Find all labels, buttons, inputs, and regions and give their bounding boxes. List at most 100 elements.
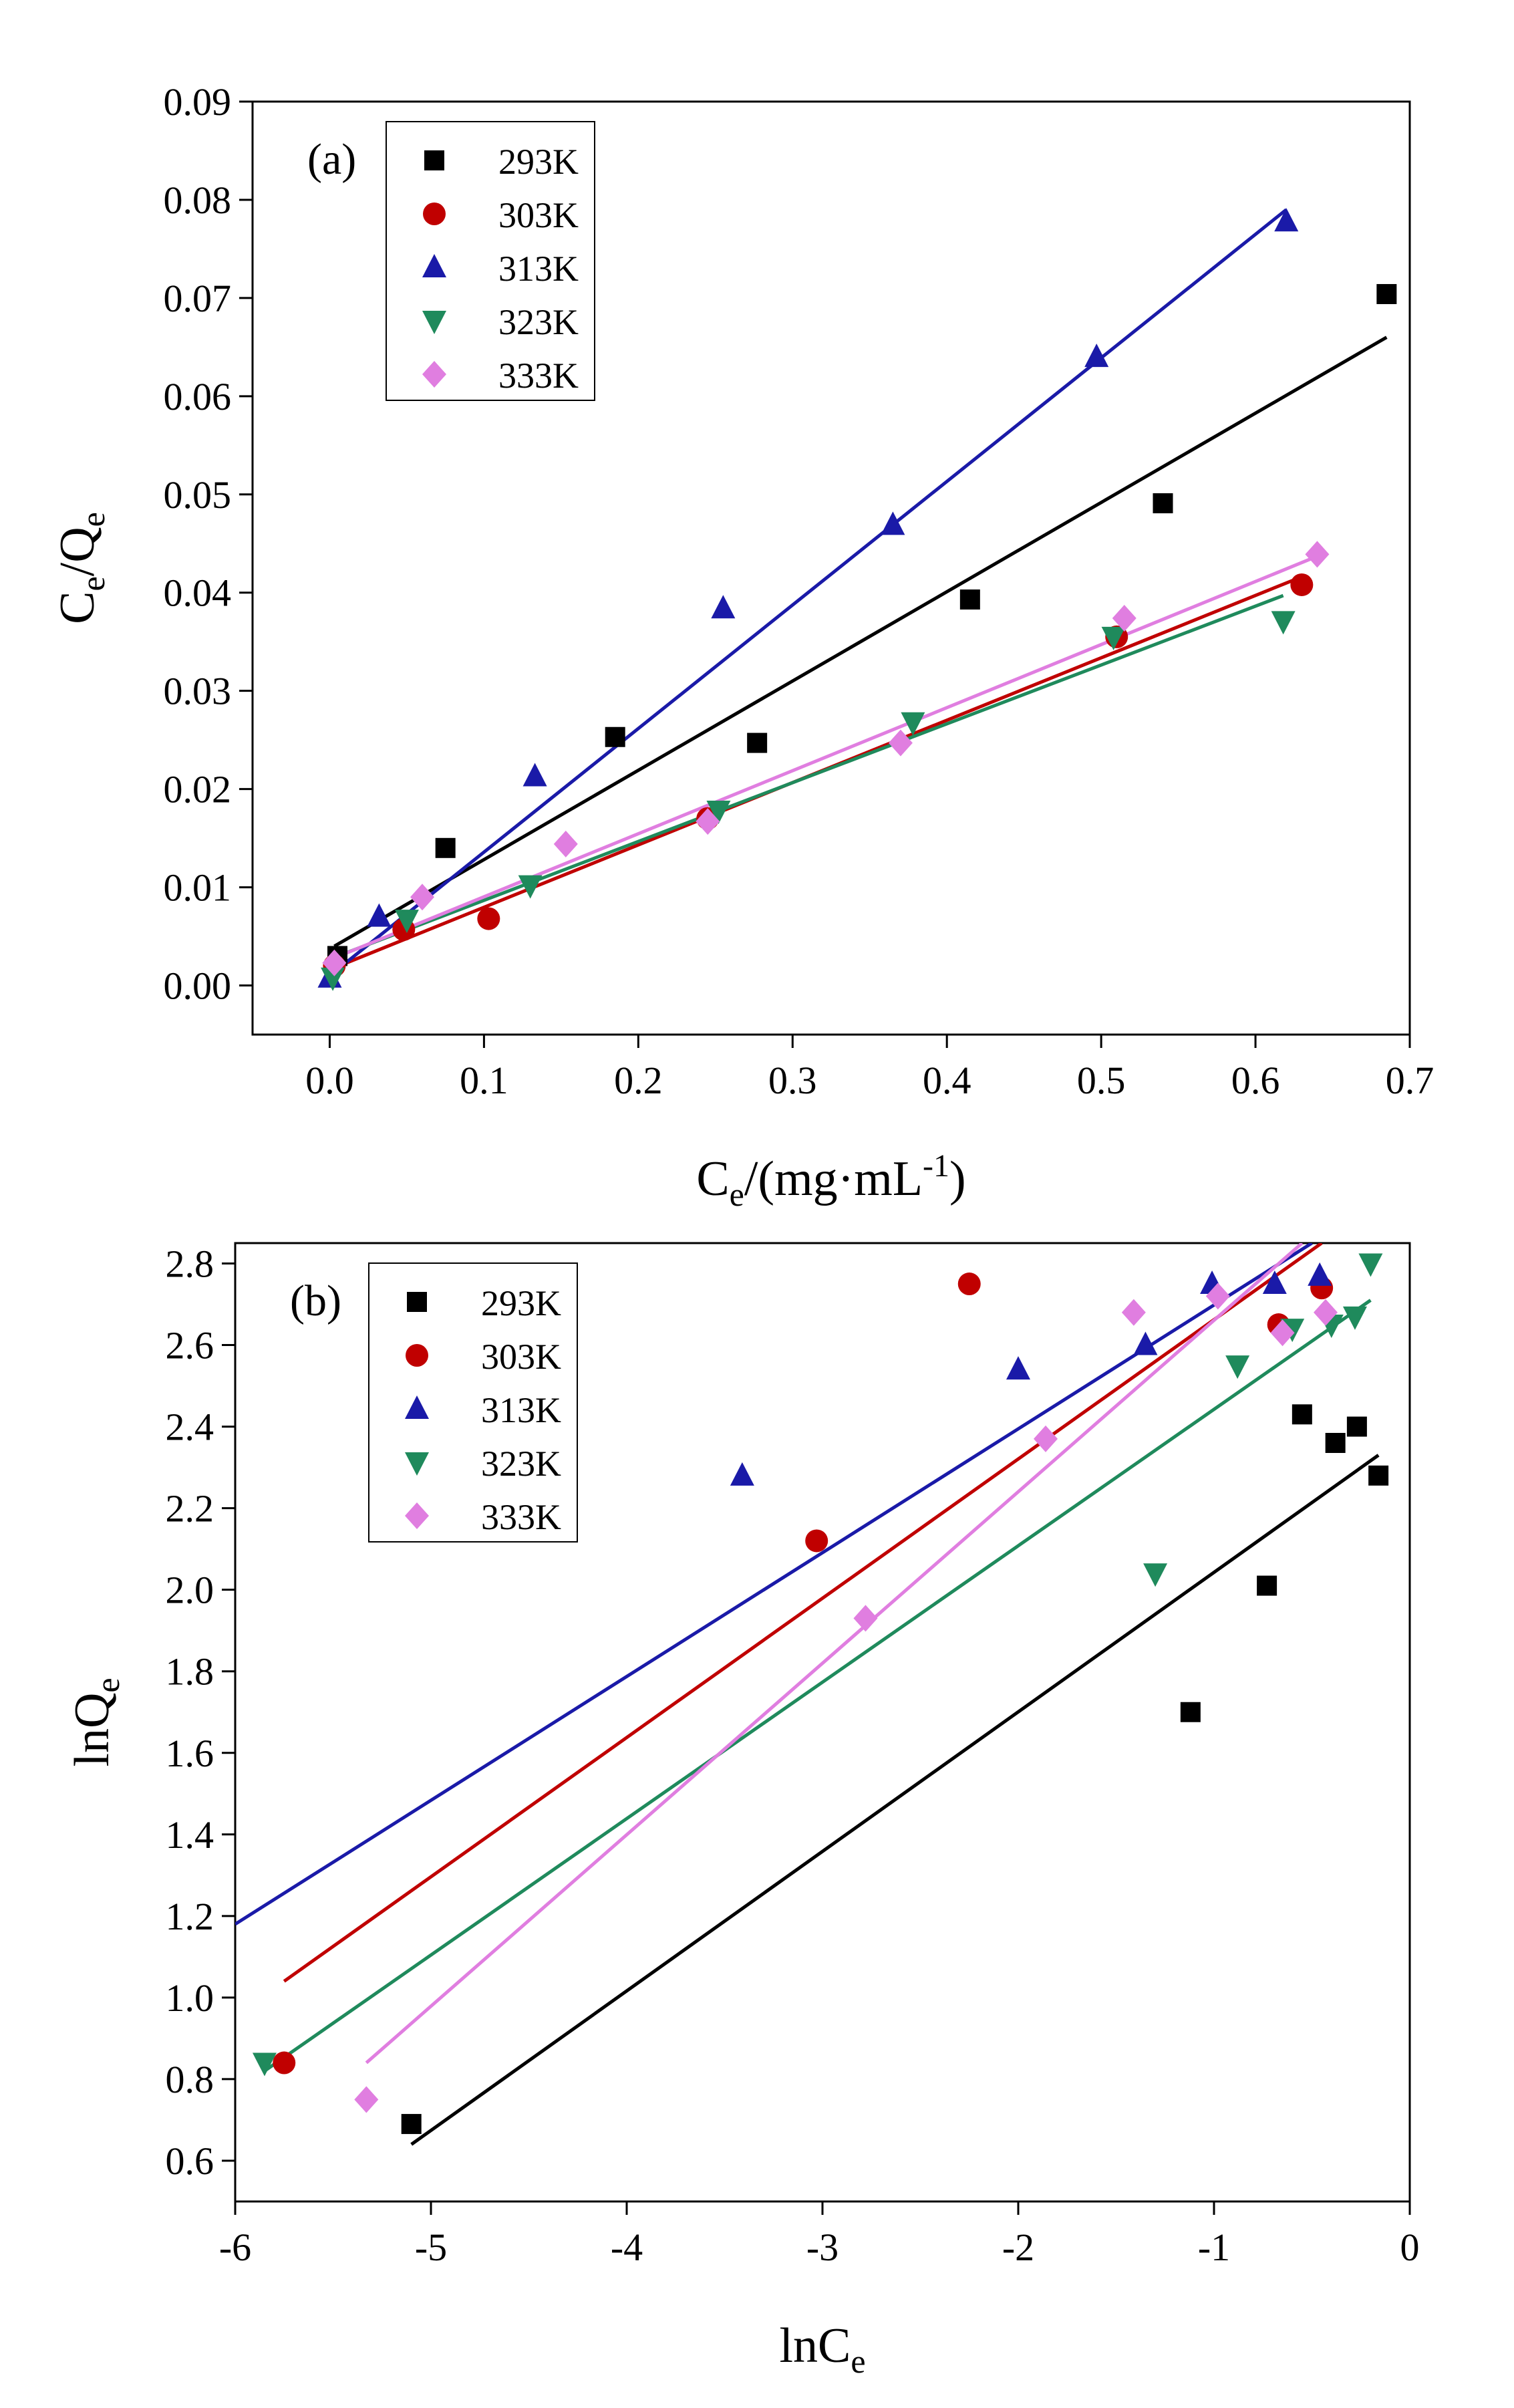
data-point-323K (1342, 1306, 1367, 1330)
x-tick-label: 0.5 (1077, 1059, 1126, 1102)
y-tick-label: 0.03 (164, 670, 232, 713)
legend-marker-333K (405, 1502, 429, 1529)
legend: 293K 303K 313K 323K 333K (368, 1262, 578, 1543)
fit-line-323K (332, 593, 1284, 960)
y-tick-label: 0.04 (164, 571, 232, 615)
data-point-323K (252, 2052, 277, 2077)
fit-line-293K (410, 1454, 1380, 2146)
data-point-293K (1325, 1433, 1346, 1454)
y-tick-label: 1.6 (166, 1732, 214, 1775)
data-point-293K (1257, 1575, 1277, 1596)
data-point-333K (1314, 1299, 1338, 1326)
data-point-293K (747, 732, 768, 753)
x-tick-label: 0.4 (923, 1059, 971, 1102)
legend-marker-313K (422, 254, 446, 277)
y-tick-label: 2.0 (166, 1569, 214, 1612)
y-tick-label: 1.4 (166, 1813, 214, 1857)
data-point-303K (1290, 573, 1314, 596)
legend-marker-293K (407, 1292, 427, 1312)
chart-panel-a: 0.0 0.1 0.2 0.3 0.4 0.5 0.6 0.7 0.00 0.01 0.02 0.03… (50, 80, 1434, 1213)
y-tick-label: 0.09 (164, 80, 232, 124)
fit-lines (235, 1243, 1380, 2146)
data-point-333K (696, 808, 720, 835)
data-points (252, 1253, 1389, 2135)
x-tick-label: -2 (1002, 2226, 1034, 2269)
fit-line-293K (333, 336, 1388, 948)
legend: 293K 303K 313K 323K 333K (386, 121, 595, 401)
x-tick-label: -4 (611, 2226, 643, 2269)
data-point-333K (410, 884, 435, 911)
data-point-303K (477, 907, 500, 930)
data-point-303K (957, 1273, 981, 1296)
data-points (317, 208, 1397, 991)
data-point-333K (1121, 1299, 1146, 1326)
plot-frame (251, 100, 1411, 1036)
y-tick-label: 2.6 (166, 1324, 214, 1367)
data-point-323K (321, 967, 345, 991)
legend-label-333K: 333K (481, 1497, 561, 1537)
x-tick-label: 0.6 (1231, 1059, 1280, 1102)
data-point-293K (605, 726, 625, 747)
legend-label-323K: 323K (498, 302, 579, 342)
data-point-293K (1292, 1404, 1312, 1425)
legend-marker-313K (405, 1395, 429, 1419)
data-point-333K (1205, 1283, 1230, 1310)
fit-line-333K (333, 555, 1318, 960)
legend-marker-293K (424, 150, 444, 170)
legend-label-303K: 303K (481, 1337, 561, 1377)
x-tick-label: 0.1 (460, 1059, 508, 1102)
fit-line-323K (263, 1299, 1372, 2072)
x-tick-label: -1 (1198, 2226, 1230, 2269)
y-tick-label: 2.4 (166, 1406, 214, 1449)
data-point-293K (1346, 1416, 1367, 1437)
y-tick-label: 2.2 (166, 1487, 214, 1530)
legend-label-293K: 293K (498, 142, 579, 182)
x-tick-label: 0 (1400, 2226, 1420, 2269)
data-point-313K (1308, 1262, 1332, 1286)
data-point-313K (730, 1462, 754, 1486)
y-tick-label: 0.6 (166, 2139, 214, 2183)
x-tick-label: -6 (219, 2226, 251, 2269)
data-point-313K (1006, 1356, 1030, 1380)
x-axis-title: Ce/(mg·mL-1) (696, 1148, 965, 1213)
data-point-333K (853, 1605, 878, 1632)
data-point-323K (1143, 1563, 1168, 1587)
y-tick-label: 0.06 (164, 375, 232, 418)
data-point-323K (901, 712, 925, 736)
legend-marker-323K (405, 1452, 429, 1476)
data-point-313K (1262, 1270, 1287, 1295)
data-point-293K (435, 837, 456, 858)
fit-line-313K (235, 1243, 1313, 1926)
y-tick-label: 0.00 (164, 964, 232, 1008)
legend-label-313K: 313K (481, 1390, 561, 1430)
data-point-333K (1034, 1425, 1058, 1452)
y-tick-label: 0.07 (164, 277, 232, 320)
data-point-333K (1112, 604, 1137, 632)
y-axis-title: Ce/Qe (50, 512, 112, 624)
data-point-293K (401, 2114, 422, 2135)
data-point-293K (1376, 284, 1397, 305)
x-tick-label: 0.2 (614, 1059, 663, 1102)
y-tick-label: 0.8 (166, 2058, 214, 2101)
data-point-293K (959, 589, 980, 610)
data-point-313K (711, 595, 736, 619)
panel-label: (a) (307, 135, 356, 184)
data-point-313K (881, 511, 905, 535)
legend-label-293K: 293K (481, 1283, 561, 1323)
data-point-333K (1305, 541, 1330, 568)
legend-box (386, 121, 595, 401)
data-point-293K (1368, 1465, 1389, 1486)
y-tick-label: 0.05 (164, 473, 232, 517)
fit-line-303K (283, 1243, 1323, 1983)
x-tick-label: -3 (806, 2226, 839, 2269)
data-point-333K (1270, 1319, 1295, 1347)
data-point-323K (1225, 1355, 1250, 1379)
legend-label-303K: 303K (498, 195, 579, 235)
data-point-323K (518, 875, 543, 899)
fit-line-333K (365, 1243, 1304, 2064)
data-point-303K (805, 1529, 828, 1553)
data-point-313K (522, 763, 547, 787)
data-point-313K (367, 903, 392, 927)
y-axis-title: lnQe (65, 1678, 126, 1766)
fit-line-313K (328, 208, 1288, 977)
